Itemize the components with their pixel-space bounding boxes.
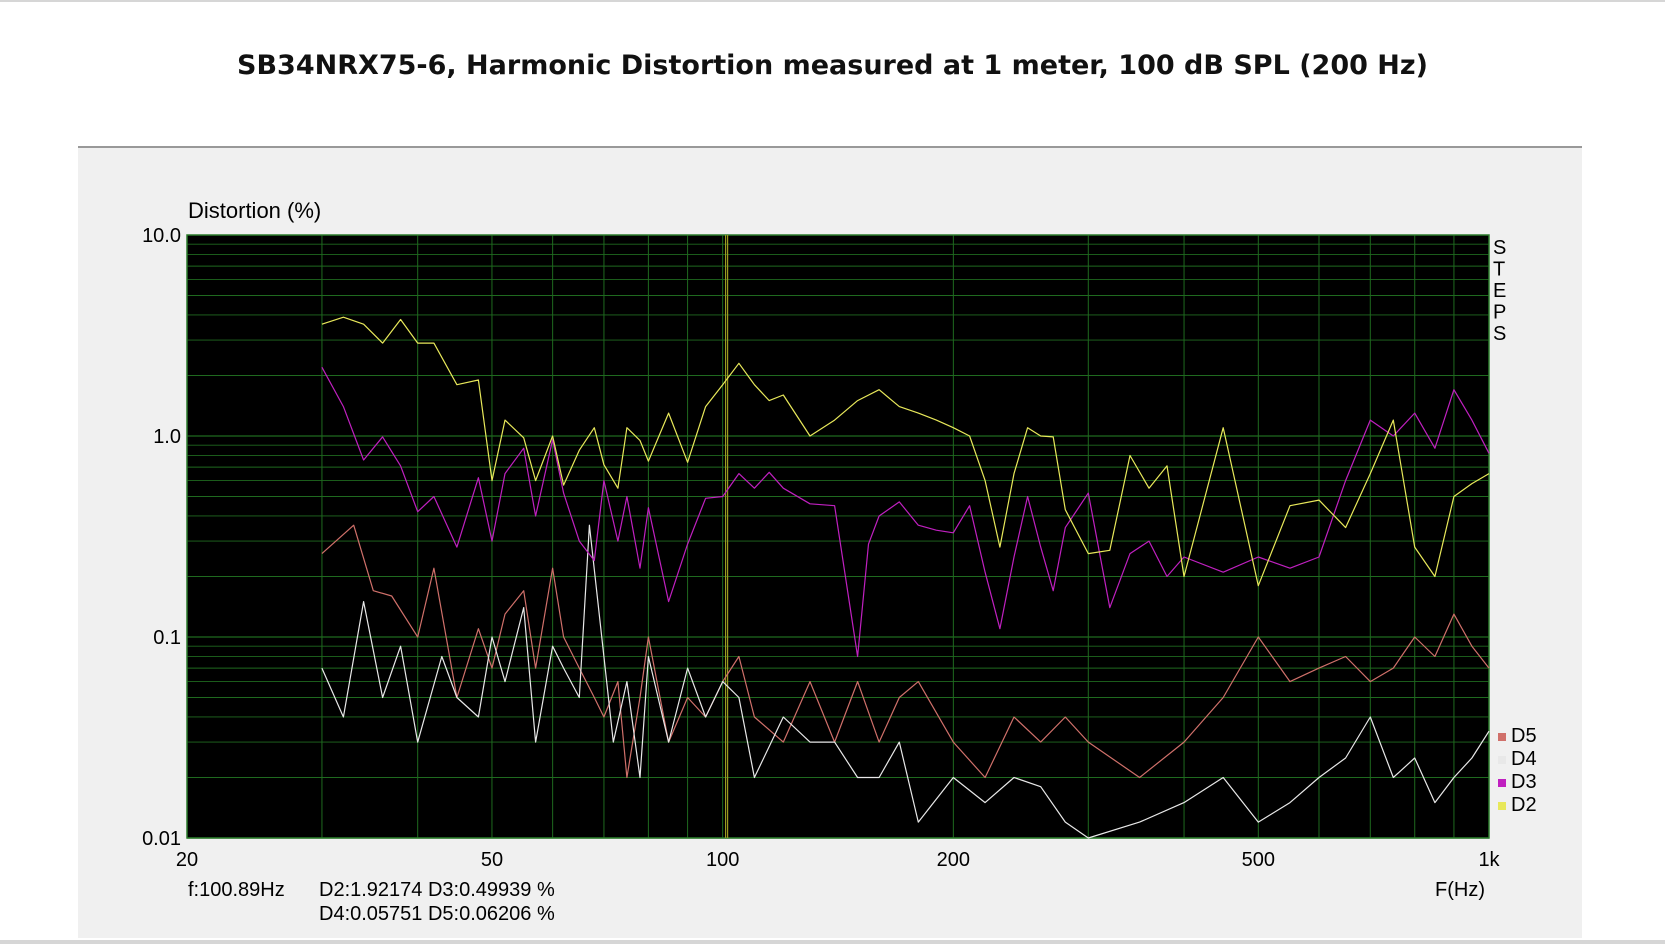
steps-letter: P bbox=[1493, 302, 1506, 324]
x-tick-label: 500 bbox=[1242, 849, 1275, 871]
y-tick-label: 1.0 bbox=[153, 426, 181, 448]
legend-swatch-d5 bbox=[1498, 733, 1506, 741]
y-tick-label: 0.01 bbox=[142, 828, 181, 850]
plot-area bbox=[187, 235, 1489, 838]
page-title: SB34NRX75-6, Harmonic Distortion measure… bbox=[237, 50, 1428, 81]
cursor-readout-line1: D2:1.92174 D3:0.49939 % bbox=[319, 879, 555, 901]
legend-label-d5: D5 bbox=[1511, 725, 1537, 747]
bottom-rule bbox=[0, 940, 1665, 944]
series-line-d4 bbox=[321, 524, 1490, 839]
x-tick-label: 50 bbox=[481, 849, 503, 871]
cursor bbox=[725, 235, 729, 838]
x-tick-label: 200 bbox=[937, 849, 970, 871]
plot-border bbox=[186, 234, 1490, 839]
cursor-frequency-readout: f:100.89Hz bbox=[188, 879, 285, 901]
steps-letter: E bbox=[1493, 280, 1506, 302]
x-axis-label: F(Hz) bbox=[1435, 879, 1485, 901]
legend-swatch-d2 bbox=[1498, 802, 1506, 810]
series-line-d2 bbox=[321, 316, 1490, 587]
distortion-chart: Distortion (%) 20 50 100 200 500 1k 10.0 1.0 0.1… bbox=[142, 198, 1537, 925]
steps-letter: S bbox=[1493, 237, 1506, 259]
series-line-d5 bbox=[321, 524, 1490, 779]
grid-lines bbox=[186, 234, 1490, 839]
legend-swatch-d4 bbox=[1498, 756, 1506, 764]
y-tick-label: 10.0 bbox=[142, 225, 181, 247]
legend-label-d2: D2 bbox=[1511, 794, 1537, 816]
steps-letter: T bbox=[1493, 259, 1505, 281]
y-axis-label: Distortion (%) bbox=[188, 198, 321, 223]
series-lines bbox=[321, 316, 1490, 839]
x-tick-label: 100 bbox=[706, 849, 739, 871]
legend-label-d3: D3 bbox=[1511, 771, 1537, 793]
x-tick-label: 20 bbox=[176, 849, 198, 871]
top-rule bbox=[0, 0, 1665, 2]
y-tick-label: 0.1 bbox=[153, 627, 181, 649]
legend-swatch-d3 bbox=[1498, 779, 1506, 787]
x-tick-label: 1k bbox=[1478, 849, 1500, 871]
axis-ticks: 20 50 100 200 500 1k 10.0 1.0 0.1 0.01 bbox=[142, 225, 1500, 871]
chart-panel: Distortion (%) 20 50 100 200 500 1k 10.0 1.0 0.1… bbox=[78, 146, 1582, 938]
cursor-readout-line2: D4:0.05751 D5:0.06206 % bbox=[319, 903, 555, 925]
steps-letter: S bbox=[1493, 323, 1506, 345]
series-line-d3 bbox=[321, 366, 1490, 658]
legend-label-d4: D4 bbox=[1511, 748, 1537, 770]
